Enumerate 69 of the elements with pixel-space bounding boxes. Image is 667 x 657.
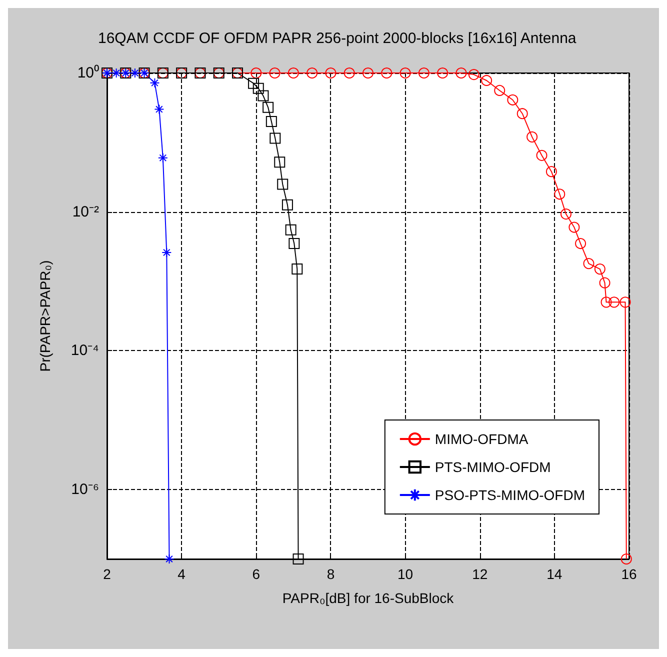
y-tick-label: 10⁻² — [72, 203, 99, 220]
point — [594, 264, 606, 275]
point — [381, 68, 392, 78]
point — [277, 178, 288, 190]
y-tick-label: 10⁻⁶ — [71, 481, 99, 498]
point — [554, 188, 566, 200]
point — [575, 238, 586, 250]
point — [292, 554, 304, 564]
point — [164, 554, 174, 564]
point — [468, 69, 480, 80]
x-tick-label: 4 — [178, 566, 186, 582]
point — [158, 152, 168, 163]
point — [248, 78, 260, 89]
point — [418, 68, 430, 78]
point — [252, 82, 264, 94]
point — [546, 166, 557, 178]
point — [620, 554, 632, 564]
point — [362, 68, 374, 78]
point — [526, 131, 538, 142]
point — [250, 68, 262, 78]
point — [620, 296, 631, 308]
point — [111, 68, 122, 78]
point — [516, 108, 528, 120]
x-axis-title: PAPR₀[dB] for 16-SubBlock — [282, 590, 455, 606]
point — [266, 116, 277, 128]
x-tick-label: 10 — [397, 566, 414, 582]
point — [288, 68, 299, 78]
point — [536, 150, 548, 161]
x-tick-label: 12 — [472, 566, 488, 582]
point — [162, 247, 172, 258]
y-axis-title: Pr(PAPR>PAPR₀) — [37, 260, 53, 372]
legend-label: PSO-PTS-MIMO-OFDM — [434, 487, 586, 503]
point — [274, 156, 286, 168]
point — [130, 68, 140, 78]
point — [608, 296, 620, 308]
x-tick-label: 8 — [326, 566, 335, 582]
y-tick-label: 10⁰ — [77, 64, 99, 82]
point — [437, 68, 448, 78]
point — [325, 68, 336, 78]
point — [507, 94, 518, 106]
chart-title: 16QAM CCDF OF OFDM PAPR 256-point 2000-blocks [16x16] Antenna — [98, 30, 577, 47]
x-tick-label: 6 — [252, 566, 260, 582]
point — [481, 74, 492, 86]
point — [456, 68, 467, 78]
x-tick-label: 2 — [103, 566, 112, 582]
point — [288, 238, 300, 250]
x-tick-label: 16 — [621, 566, 637, 582]
x-tick-label: 14 — [546, 566, 562, 582]
point — [292, 264, 303, 275]
y-tick-label: 10⁻⁴ — [70, 342, 99, 360]
point — [258, 90, 269, 102]
legend-label: PTS-MIMO-OFDM — [434, 459, 551, 475]
point — [282, 199, 293, 210]
point — [400, 68, 411, 78]
point — [599, 277, 610, 288]
point — [600, 296, 612, 308]
point — [560, 208, 572, 220]
point — [568, 222, 580, 233]
legend-label: MIMO-OFDMA — [434, 431, 529, 447]
point — [285, 224, 296, 236]
point — [154, 104, 164, 114]
point — [150, 78, 160, 88]
point — [344, 68, 355, 78]
point — [494, 84, 506, 96]
point — [270, 132, 281, 144]
point — [583, 258, 594, 270]
point — [269, 68, 280, 78]
point — [262, 102, 274, 113]
point — [306, 68, 318, 78]
